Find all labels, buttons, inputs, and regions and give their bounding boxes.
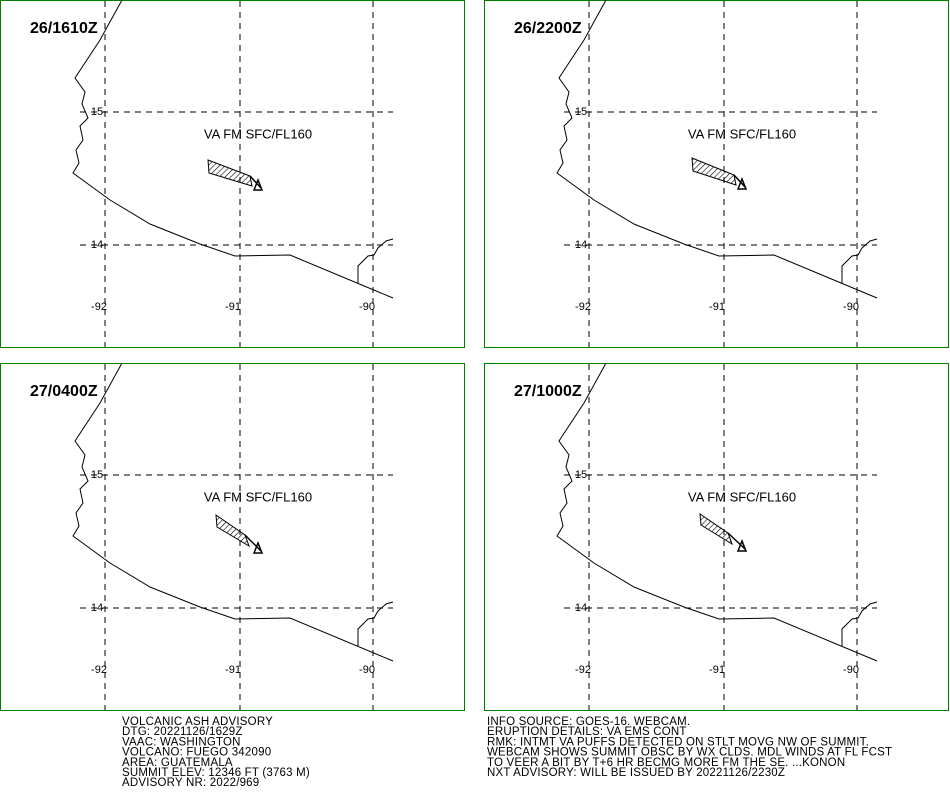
advisory-line: VAAC: WASHINGTON [122, 736, 241, 748]
lon-label: -92 [91, 301, 107, 313]
valid-time: 26/2200Z [514, 20, 582, 37]
lon-label: -91 [709, 301, 725, 313]
ash-arrow [244, 534, 262, 552]
coastline [72, 362, 394, 662]
coastline [841, 238, 878, 283]
valid-time: 26/1610Z [30, 20, 98, 37]
ash-arrow [733, 174, 746, 188]
vent-marker [736, 538, 748, 552]
advisory-line: AREA: GUATEMALA [122, 757, 233, 769]
ash-area [215, 513, 250, 548]
ash-arrow [727, 532, 746, 550]
advisory-line: RMK: INTMT VA PUFFS DETECTED ON STLT MOV… [487, 736, 869, 748]
ash-annotation: VA FM SFC/FL160 [688, 489, 796, 504]
lon-label: -90 [359, 664, 375, 676]
ash-annotation: VA FM SFC/FL160 [204, 126, 312, 141]
lon-label: -90 [843, 664, 859, 676]
advisory-line: ADVISORY NR: 2022/969 [122, 777, 259, 789]
lat-label: 14 [575, 602, 587, 614]
lat-label: 15 [91, 106, 103, 118]
lon-label: -90 [359, 301, 375, 313]
lon-label: -91 [225, 301, 241, 313]
advisory-line: SUMMIT ELEV: 12346 FT (3763 M) [122, 767, 310, 779]
panel-frame [484, 0, 949, 348]
advisory-line: VOLCANO: FUEGO 342090 [122, 747, 271, 759]
panel-frame [0, 363, 465, 711]
panel-frame [484, 363, 949, 711]
lon-label: -91 [709, 664, 725, 676]
ash-area [699, 512, 733, 546]
ash-area [691, 157, 737, 186]
advisory-line: VOLCANIC ASH ADVISORY [122, 716, 273, 728]
ash-annotation: VA FM SFC/FL160 [688, 126, 796, 141]
lat-label: 15 [575, 469, 587, 481]
advisory-line: INFO SOURCE: GOES-16. WEBCAM. [487, 716, 690, 728]
map-panel: 15 14 -92 -91 -90 26/2200Z VA FM SFC/FL160 [484, 0, 949, 348]
lon-label: -92 [575, 664, 591, 676]
ash-area [207, 159, 253, 187]
lat-label: 14 [575, 239, 587, 251]
lon-label: -92 [575, 301, 591, 313]
advisory-line: TO VEER A BIT BY T+6 HR BECMG MORE FM TH… [487, 757, 845, 769]
map-panel: 15 14 -92 -91 -90 27/0400Z VA FM SFC/FL160 [0, 362, 465, 711]
coastline [72, 0, 394, 299]
lat-label: 15 [91, 469, 103, 481]
map-panel: 15 14 -92 -91 -90 26/1610Z VA FM SFC/FL160 [0, 0, 465, 348]
ash-annotation: VA FM SFC/FL160 [204, 489, 312, 504]
lon-label: -92 [91, 664, 107, 676]
lat-label: 14 [91, 239, 103, 251]
ash-arrow [249, 175, 262, 189]
lat-label: 14 [91, 602, 103, 614]
advisory-line: NXT ADVISORY: WILL BE ISSUED BY 20221126… [487, 767, 785, 779]
lon-label: -91 [225, 664, 241, 676]
map-panel: 15 14 -92 -91 -90 27/1000Z VA FM SFC/FL160 [484, 362, 949, 711]
coastline [556, 362, 878, 662]
coastline [556, 0, 878, 299]
coastline [841, 601, 878, 646]
valid-time: 27/0400Z [30, 383, 98, 400]
advisory-line: ERUPTION DETAILS: VA EMS CONT [487, 726, 687, 738]
vent-marker [252, 177, 264, 191]
coastline [357, 238, 394, 283]
panel-frame [0, 0, 465, 348]
coastline [357, 601, 394, 646]
vent-marker [736, 176, 748, 190]
vent-marker [252, 540, 264, 554]
lon-label: -90 [843, 301, 859, 313]
valid-time: 27/1000Z [514, 383, 582, 400]
advisory-line: WEBCAM SHOWS SUMMIT OBSC BY WX CLDS. MDL… [487, 747, 892, 759]
lat-label: 15 [575, 106, 587, 118]
advisory-line: DTG: 20221126/1629Z [122, 726, 243, 738]
